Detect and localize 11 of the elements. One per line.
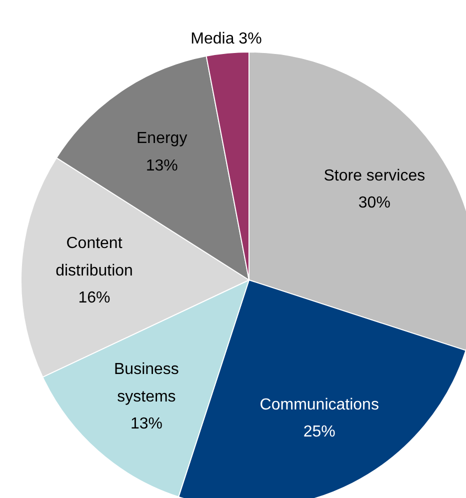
data-label: 13% — [146, 156, 178, 174]
data-label: 30% — [358, 194, 390, 211]
data-label: 25% — [303, 423, 336, 440]
slice-label: Business systems — [114, 360, 179, 405]
slice-label: Energy — [136, 130, 188, 147]
data-label: 16% — [78, 288, 110, 306]
slice-label: Media 3% — [190, 30, 262, 48]
data-label: 13% — [130, 414, 162, 432]
slice-label: Content distribution — [56, 234, 133, 279]
slice-label: Communications — [260, 396, 379, 414]
slice-label: Store services — [324, 166, 426, 184]
